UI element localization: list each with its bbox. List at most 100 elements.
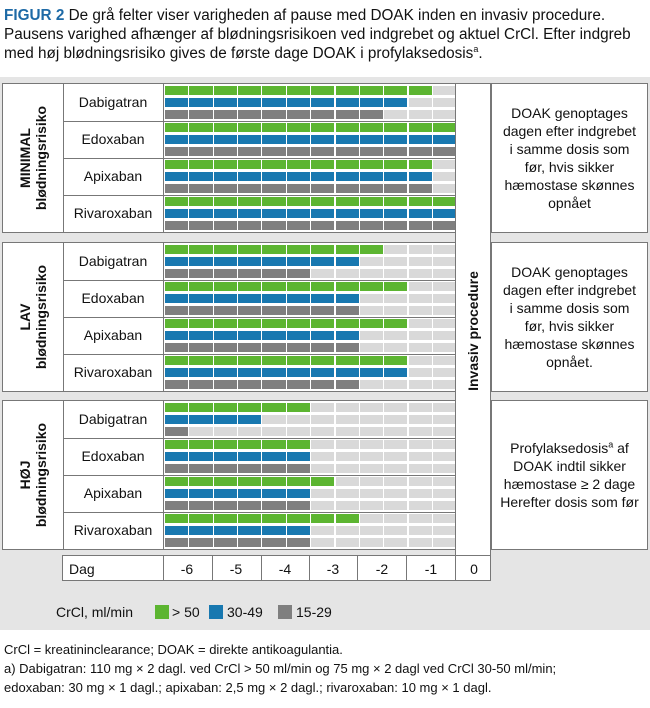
active-day-cell [334, 159, 360, 170]
active-day-cell [310, 97, 336, 108]
pause-cell [431, 439, 458, 450]
active-day-cell [358, 85, 385, 96]
active-day-cell [310, 476, 336, 487]
active-day-cell [164, 159, 190, 170]
drug-name: Apixaban [83, 485, 143, 501]
active-day-cell [358, 183, 385, 194]
active-day-cell [261, 122, 287, 133]
active-day-cell [358, 146, 385, 157]
pause-cell [358, 330, 385, 341]
active-day-cell [407, 183, 433, 194]
note-text: DOAK genoptages dagen efter indgrebet i … [502, 105, 637, 211]
active-day-cell [237, 500, 263, 511]
active-day-cell [334, 513, 360, 524]
active-day-cell [261, 183, 287, 194]
active-day-cell [261, 488, 287, 499]
active-day-cell [334, 208, 360, 219]
active-day-cell [334, 109, 360, 120]
pause-cell [310, 402, 336, 413]
pause-cell [407, 97, 433, 108]
active-day-cell [383, 146, 409, 157]
active-day-cell [237, 330, 263, 341]
legend-title: CrCl, ml/min [56, 604, 133, 620]
drug-name: Apixaban [83, 327, 143, 343]
pause-cell [358, 513, 385, 524]
note-text-rest: af DOAK indtil sikker hæmostase ≥ 2 dage… [500, 440, 639, 510]
active-day-cell [212, 256, 239, 267]
active-day-cell [285, 146, 312, 157]
active-day-cell [358, 109, 385, 120]
active-day-cell [383, 171, 409, 182]
active-day-cell [212, 476, 239, 487]
figure-label: FIGUR 2 [4, 7, 65, 24]
pause-cell [431, 244, 458, 255]
active-day-cell [407, 146, 433, 157]
active-day-cell [383, 85, 409, 96]
active-day-cell [261, 220, 287, 231]
pause-cell [310, 414, 336, 425]
figure-panel: MINIMAL blødningsrisiko Dabigatran Edoxaban… [0, 77, 650, 630]
pause-cell [310, 426, 336, 437]
pause-cell [358, 268, 385, 279]
pause-cell [407, 318, 433, 329]
active-day-cell [383, 97, 409, 108]
pause-cell [407, 109, 433, 120]
drug-name: Dabigatran [78, 253, 148, 269]
pause-cell [334, 500, 360, 511]
active-day-cell [358, 367, 385, 378]
active-day-cell [261, 451, 287, 462]
drug-name: Rivaroxaban [73, 522, 153, 538]
active-day-cell [310, 85, 336, 96]
active-day-cell [334, 293, 360, 304]
active-day-cell [261, 318, 287, 329]
active-day-cell [212, 379, 239, 390]
active-day-cell [310, 342, 336, 353]
active-day-cell [383, 196, 409, 207]
active-day-cell [407, 122, 433, 133]
pause-cell [212, 426, 239, 437]
pause-cell [310, 525, 336, 536]
active-day-cell [261, 97, 287, 108]
active-day-cell [188, 402, 214, 413]
pause-cell [407, 402, 433, 413]
active-day-cell [164, 379, 190, 390]
risk-level-label: LAV [17, 303, 34, 331]
active-day-cell [164, 134, 190, 145]
pause-cell [334, 268, 360, 279]
active-day-cell [188, 355, 214, 366]
pause-cell [237, 426, 263, 437]
active-day-cell [285, 109, 312, 120]
active-day-cell [261, 196, 287, 207]
active-day-cell [261, 109, 287, 120]
active-day-cell [285, 208, 312, 219]
active-day-cell [261, 355, 287, 366]
legend: CrCl, ml/min > 50 30-49 15-29 [0, 600, 650, 624]
active-day-cell [237, 122, 263, 133]
legend-label-30-49: 30-49 [227, 604, 263, 620]
pause-cell [383, 268, 409, 279]
active-day-cell [164, 122, 190, 133]
active-day-cell [164, 439, 190, 450]
pause-cell [431, 256, 458, 267]
active-day-cell [212, 414, 239, 425]
active-day-cell [334, 342, 360, 353]
pause-cell [334, 414, 360, 425]
active-day-cell [261, 281, 287, 292]
active-day-cell [164, 109, 190, 120]
legend-swatch-15-29 [278, 605, 292, 619]
pause-cell [407, 476, 433, 487]
active-day-cell [188, 367, 214, 378]
pause-cell [310, 451, 336, 462]
pause-cell [334, 463, 360, 474]
active-day-cell [358, 196, 385, 207]
active-day-cell [310, 293, 336, 304]
pause-cell [358, 379, 385, 390]
active-day-cell [188, 330, 214, 341]
active-day-cell [164, 244, 190, 255]
active-day-cell [188, 513, 214, 524]
active-day-cell [212, 500, 239, 511]
active-day-cell [383, 281, 409, 292]
active-day-cell [261, 402, 287, 413]
pause-cell [310, 500, 336, 511]
active-day-cell [164, 318, 190, 329]
